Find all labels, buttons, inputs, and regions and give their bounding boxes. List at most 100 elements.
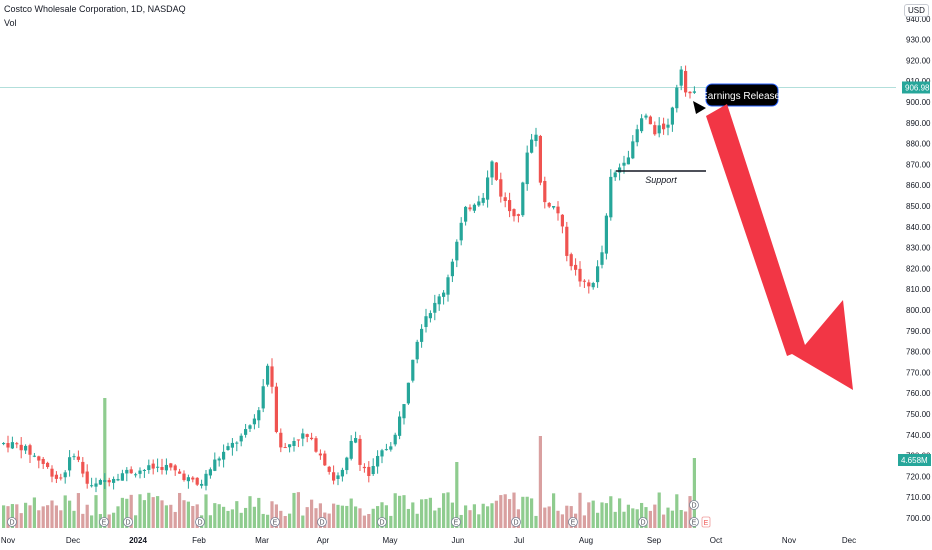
- event-marker[interactable]: D: [377, 517, 387, 527]
- candle: [406, 382, 410, 404]
- earnings-future-marker[interactable]: [701, 516, 711, 528]
- currency-badge[interactable]: USD: [904, 4, 929, 17]
- candle: [217, 458, 221, 461]
- candle: [684, 71, 688, 93]
- event-marker[interactable]: E: [270, 517, 280, 527]
- volume-bar: [675, 494, 679, 528]
- volume-bar: [345, 505, 349, 528]
- price-tick-label: 750.00: [906, 410, 931, 419]
- earnings-callout-label: Earnings Release:: [701, 91, 783, 102]
- candle: [261, 386, 265, 409]
- event-marker[interactable]: D: [123, 517, 133, 527]
- price-tick-label: 900.00: [906, 98, 931, 107]
- volume-bar: [107, 514, 111, 528]
- volume-bar: [24, 502, 28, 528]
- last-price-tag: [902, 81, 930, 94]
- volume-bar: [274, 504, 278, 528]
- price-tick-label: 850.00: [906, 202, 931, 211]
- volume-bar: [332, 503, 336, 528]
- candle: [490, 161, 494, 178]
- event-marker[interactable]: E: [689, 517, 699, 527]
- candle: [609, 176, 613, 218]
- candle: [398, 416, 402, 436]
- volume-bar: [618, 498, 622, 528]
- candle: [235, 442, 239, 444]
- candle: [32, 455, 36, 457]
- candle: [626, 157, 630, 165]
- marker-circle: [377, 517, 387, 527]
- candle: [292, 440, 296, 447]
- event-marker[interactable]: D: [638, 517, 648, 527]
- candle: [107, 480, 111, 483]
- candle: [283, 447, 287, 449]
- candle: [679, 69, 683, 86]
- time-tick-label: Feb: [192, 536, 206, 545]
- candle: [349, 440, 353, 459]
- event-marker[interactable]: E: [568, 517, 578, 527]
- last-price-value: 906.98: [905, 83, 930, 92]
- candle: [521, 182, 525, 216]
- candle: [147, 465, 151, 470]
- volume-bar: [481, 503, 485, 528]
- candle: [565, 226, 569, 256]
- volume-bar: [450, 502, 454, 528]
- candle: [10, 442, 14, 449]
- volume-bar: [508, 499, 512, 528]
- candle: [653, 125, 657, 135]
- candle: [156, 466, 160, 468]
- candle: [371, 466, 375, 475]
- marker-label: D: [691, 503, 696, 510]
- volume-bar: [112, 512, 116, 528]
- earnings-callout[interactable]: [705, 83, 779, 107]
- volume-bar: [222, 506, 226, 528]
- volume-bar: [151, 497, 155, 528]
- last-volume-value: 4.658M: [901, 456, 928, 465]
- candle: [160, 467, 164, 470]
- event-marker[interactable]: D: [317, 517, 327, 527]
- volume-bar: [635, 509, 639, 528]
- volume-bar: [644, 507, 648, 528]
- event-marker[interactable]: D: [195, 517, 205, 527]
- volume-bar: [283, 515, 287, 528]
- candle: [19, 444, 23, 451]
- candle: [257, 410, 261, 421]
- candle: [534, 134, 538, 142]
- volume-bar: [230, 509, 234, 528]
- candle: [631, 141, 635, 159]
- event-marker[interactable]: E: [99, 517, 109, 527]
- candle: [420, 328, 424, 342]
- candle: [552, 206, 556, 208]
- event-marker[interactable]: D: [511, 517, 521, 527]
- candle: [50, 468, 54, 477]
- candle: [600, 252, 604, 265]
- volume-bar: [129, 494, 133, 528]
- event-marker[interactable]: D: [7, 517, 17, 527]
- event-marker[interactable]: E: [451, 517, 461, 527]
- volume-bar: [288, 513, 292, 528]
- candle: [138, 470, 142, 474]
- volume-bar: [314, 508, 318, 528]
- candle: [376, 455, 380, 467]
- event-marker[interactable]: D: [689, 500, 699, 510]
- volume-bar: [191, 505, 195, 528]
- price-tick-label: 770.00: [906, 368, 931, 377]
- marker-label: E: [571, 520, 576, 527]
- event-marker[interactable]: E: [701, 516, 711, 528]
- price-tick-label: 830.00: [906, 244, 931, 253]
- marker-circle: [451, 517, 461, 527]
- chart-title: Costco Wholesale Corporation, 1D, NASDAQ: [4, 4, 186, 14]
- candle: [362, 466, 366, 469]
- volume-bar: [195, 504, 199, 528]
- volume-label: Vol: [4, 18, 17, 28]
- candle: [98, 480, 102, 485]
- marker-circle: [317, 517, 327, 527]
- volume-bar: [459, 514, 463, 528]
- volume-bar: [684, 511, 688, 528]
- volume-bar: [244, 507, 248, 528]
- candle: [191, 477, 195, 480]
- candle: [274, 386, 278, 432]
- volume-bar: [63, 495, 67, 528]
- candle: [103, 480, 107, 483]
- candle: [662, 123, 666, 130]
